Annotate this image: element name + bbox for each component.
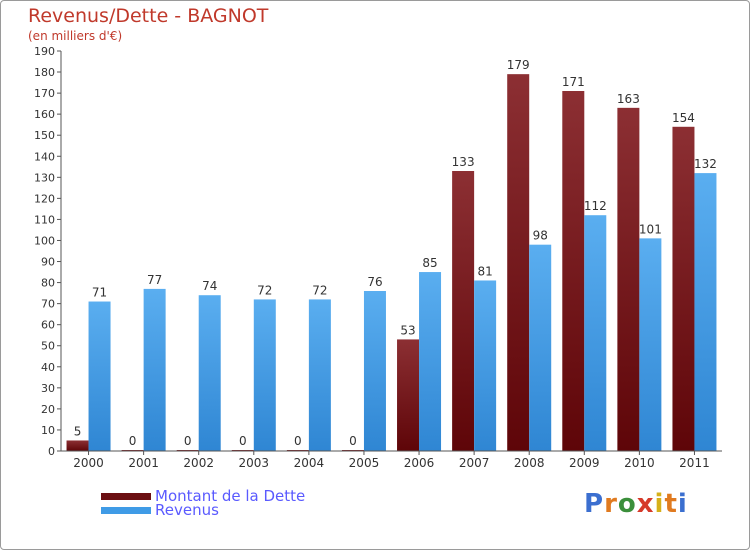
- data-label-revenus-2011: 132: [694, 157, 717, 171]
- bars-layer: 5 71 0 77 0 74 0 72 0 72 0 76 53 85 133 81 179 98 171 112 16…: [66, 58, 717, 451]
- bar-dette-2007: [452, 171, 475, 451]
- legend-swatch-revenus: [101, 506, 151, 514]
- data-label-dette-2011: 154: [672, 111, 695, 125]
- y-tick-label: 180: [34, 66, 55, 79]
- y-tick-label: 110: [34, 213, 55, 226]
- y-tick-label: 80: [41, 277, 55, 290]
- x-tick-label-2011: 2011: [679, 456, 710, 470]
- data-label-dette-2003: 0: [239, 434, 247, 448]
- y-tick-label: 0: [48, 445, 55, 458]
- logo-letter: i: [677, 489, 688, 519]
- y-tick-label: 160: [34, 108, 55, 121]
- bar-dette-2000: [66, 440, 89, 451]
- data-label-revenus-2003: 72: [257, 283, 272, 297]
- data-label-revenus-2006: 85: [422, 256, 437, 270]
- x-tick-label-2008: 2008: [514, 456, 545, 470]
- y-tick-label: 10: [41, 424, 55, 437]
- bar-revenus-2007: [474, 280, 497, 451]
- logo-letter: r: [604, 489, 618, 519]
- data-label-dette-2004: 0: [294, 434, 302, 448]
- x-tick-label-2007: 2007: [459, 456, 490, 470]
- bar-revenus-2001: [143, 288, 166, 451]
- logo-letter: o: [617, 489, 637, 519]
- bar-revenus-2002: [198, 295, 221, 451]
- logo-letter: P: [584, 489, 605, 519]
- data-label-dette-2009: 171: [562, 75, 585, 89]
- bar-dette-2009: [562, 91, 585, 451]
- y-tick-label: 20: [41, 403, 55, 416]
- bar-revenus-2010: [639, 238, 662, 451]
- x-tick-label-2001: 2001: [128, 456, 159, 470]
- x-tick-label-2006: 2006: [404, 456, 435, 470]
- bar-dette-2011: [672, 126, 695, 451]
- data-label-revenus-2007: 81: [477, 264, 492, 278]
- x-tick-label-2009: 2009: [569, 456, 600, 470]
- y-tick-label: 30: [41, 382, 55, 395]
- data-label-revenus-2008: 98: [533, 229, 548, 243]
- data-label-dette-2008: 179: [507, 58, 530, 72]
- data-label-dette-2002: 0: [184, 434, 192, 448]
- y-tick-label: 100: [34, 234, 55, 247]
- bar-revenus-2004: [308, 299, 331, 451]
- x-tick-label-2005: 2005: [349, 456, 380, 470]
- data-label-dette-2010: 163: [617, 92, 640, 106]
- data-label-revenus-2004: 72: [312, 283, 327, 297]
- proxiti-logo: Proxiti: [584, 489, 688, 519]
- data-label-revenus-2009: 112: [584, 199, 607, 213]
- data-label-dette-2006: 53: [400, 323, 415, 337]
- data-label-revenus-2010: 101: [639, 222, 662, 236]
- legend-item-revenus: Revenus: [101, 501, 219, 519]
- data-label-dette-2007: 133: [452, 155, 475, 169]
- y-tick-label: 170: [34, 87, 55, 100]
- chart-subtitle: (en milliers d'€): [28, 29, 123, 43]
- bar-dette-2006: [397, 339, 420, 451]
- y-tick-label: 70: [41, 298, 55, 311]
- data-label-revenus-2000: 71: [92, 286, 107, 300]
- bar-dette-2008: [507, 74, 530, 451]
- y-tick-label: 120: [34, 192, 55, 205]
- legend-label-revenus: Revenus: [155, 501, 219, 519]
- x-tick-label-2003: 2003: [239, 456, 270, 470]
- bar-revenus-2006: [419, 272, 442, 451]
- data-label-revenus-2005: 76: [367, 275, 382, 289]
- y-tick-label: 130: [34, 171, 55, 184]
- y-tick-label: 40: [41, 361, 55, 374]
- bar-revenus-2009: [584, 215, 607, 451]
- logo-letter: x: [636, 489, 655, 519]
- x-tick-label-2002: 2002: [183, 456, 214, 470]
- legend-swatch-dette: [101, 492, 151, 500]
- legend-item-dette: Montant de la Dette: [101, 487, 305, 505]
- logo-letter: i: [654, 489, 665, 519]
- data-label-revenus-2002: 74: [202, 279, 217, 293]
- legend-label-dette: Montant de la Dette: [155, 487, 306, 505]
- bar-dette-2010: [617, 107, 640, 451]
- y-tick-label: 150: [34, 129, 55, 142]
- bar-revenus-2005: [363, 291, 386, 451]
- y-tick-label: 140: [34, 150, 55, 163]
- bar-revenus-2008: [529, 244, 552, 451]
- bar-revenus-2003: [253, 299, 276, 451]
- logo-letter: t: [664, 489, 678, 519]
- data-label-dette-2001: 0: [129, 434, 137, 448]
- bar-revenus-2011: [694, 173, 717, 451]
- y-tick-label: 60: [41, 319, 55, 332]
- y-tick-label: 50: [41, 340, 55, 353]
- data-label-dette-2000: 5: [74, 424, 82, 438]
- x-tick-label-2010: 2010: [624, 456, 655, 470]
- y-tick-label: 90: [41, 256, 55, 269]
- chart-title: Revenus/Dette - BAGNOT: [28, 5, 269, 27]
- x-tick-label-2004: 2004: [294, 456, 325, 470]
- y-tick-label: 190: [34, 45, 55, 58]
- data-label-revenus-2001: 77: [147, 273, 162, 287]
- x-tick-label-2000: 2000: [73, 456, 104, 470]
- axis-layer: 0102030405060708090100110120130140150160…: [34, 45, 722, 470]
- data-label-dette-2005: 0: [349, 434, 357, 448]
- bar-revenus-2000: [88, 301, 111, 451]
